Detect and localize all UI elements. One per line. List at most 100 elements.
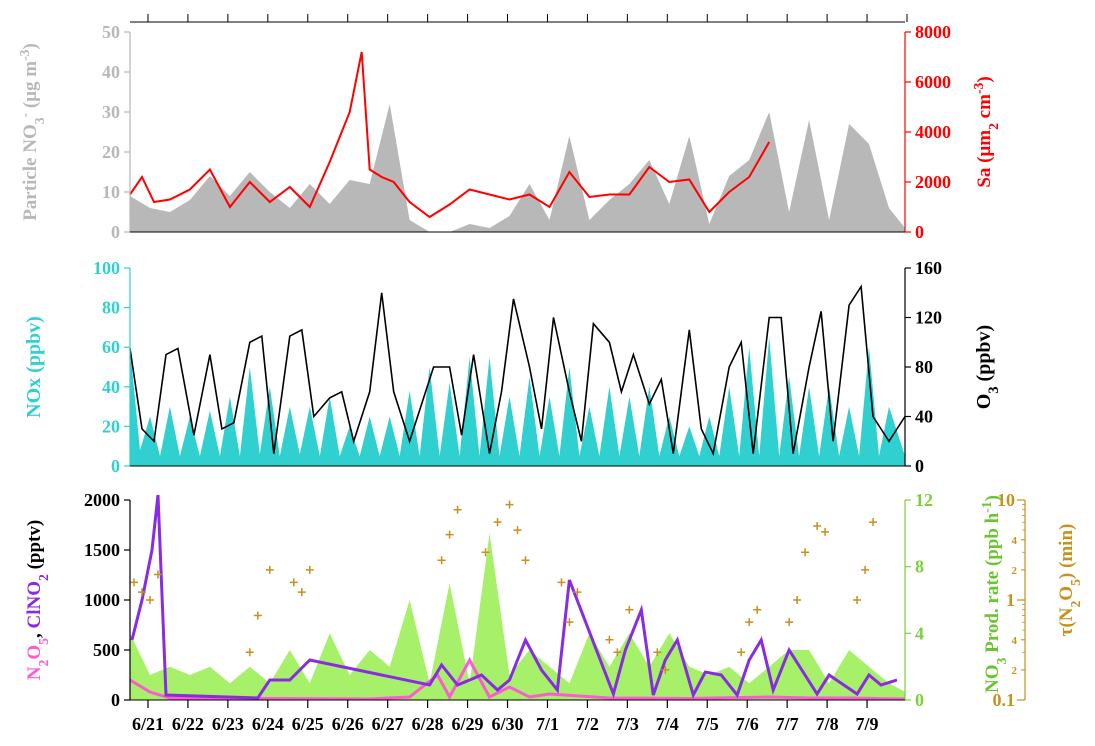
top-right-axis-title: Sa (μm2 cm-3) (971, 76, 1001, 187)
top-right-axis-title-part: 2 (986, 123, 1001, 130)
tau-axis-tick-label: 0.1 (993, 690, 1016, 710)
tau-axis-title-part: 5 (1068, 579, 1083, 586)
top-left-axis-title-part: (μg m (20, 61, 41, 113)
x-tick-label: 6/22 (172, 714, 204, 734)
top-left-axis-tick-label: 0 (111, 222, 120, 242)
bottom-right-axis-title: NO3 Prod. rate (ppb h-1) (979, 495, 1009, 693)
middle-left-axis-tick-label: 80 (102, 298, 120, 318)
bottom-left-axis-title-part: O (24, 645, 45, 660)
tau-n2o5-marker (573, 588, 582, 597)
tau-n2o5-marker (145, 596, 154, 604)
middle-left-axis-title-part: (ppbv) (23, 316, 45, 378)
bottom-left-axis-title-part: ClNO (24, 581, 45, 629)
x-tick-label: 7/8 (816, 714, 839, 734)
tau-n2o5-marker (605, 635, 614, 644)
x-tick-label: 7/6 (736, 714, 759, 734)
tau-n2o5-marker (813, 521, 822, 530)
tau-n2o5-marker (853, 596, 862, 604)
tau-n2o5-marker (565, 618, 574, 627)
top-left-axis-tick-label: 30 (102, 102, 120, 122)
middle-right-axis-tick-label: 120 (915, 308, 942, 328)
tau-n2o5-marker (869, 518, 878, 527)
middle-right-axis-tick-label: 80 (915, 357, 933, 377)
top-right-axis-tick-label: 2000 (915, 172, 951, 192)
top-left-axis-title: Particle NO3- (μg m-3) (17, 43, 47, 221)
tau-n2o5-marker (481, 548, 490, 557)
x-tick-label: 6/29 (452, 714, 484, 734)
tau-n2o5-marker (557, 578, 566, 587)
x-tick-label: 6/25 (292, 714, 324, 734)
panel-top: 0 10 20 30 40 50 0 2000 4000 6000 8000 Particle NO3… (17, 14, 1001, 242)
top-left-axis-title-part: -3 (17, 49, 32, 61)
x-tick-label: 6/27 (372, 714, 404, 734)
tau-n2o5-marker (305, 565, 314, 574)
tau-n2o5-marker (253, 611, 262, 620)
top-right-axis-tick-label: 4000 (915, 122, 951, 142)
top-right-axis-title-part: ) (974, 76, 995, 82)
tau-axis-title-part: O (1056, 586, 1077, 601)
x-tick-label: 6/28 (412, 714, 444, 734)
no3-prod-rate-area (130, 533, 905, 700)
tau-n2o5-marker (137, 588, 146, 597)
middle-right-axis-tick-label: 40 (915, 407, 933, 427)
x-tick-label: 6/24 (252, 714, 284, 734)
middle-left-axis-title-part: x (23, 378, 45, 388)
bottom-right-axis-tick-label: 0 (915, 690, 924, 710)
tau-n2o5-marker (513, 526, 522, 535)
x-tick-label: 6/23 (212, 714, 244, 734)
particle-no3-area (130, 104, 905, 232)
top-right-axis-title-part: (μm (974, 130, 995, 168)
bottom-left-axis-tick-label: 1000 (84, 590, 120, 610)
sa-line (129, 51, 771, 219)
top-left-axis-tick-label: 20 (102, 142, 120, 162)
middle-left-axis-tick-label: 100 (93, 258, 120, 278)
bottom-right-axis-title-part: NO (982, 664, 1003, 693)
tau-axis-title-part: τ(N (1056, 607, 1077, 636)
bottom-left-axis-title-part: N (24, 666, 45, 680)
x-tick-label: 7/1 (536, 714, 559, 734)
top-left-axis-title-part: 3 (32, 117, 47, 124)
tau-axis-title-part: 2 (1068, 601, 1083, 608)
tau-n2o5-marker (785, 618, 794, 627)
tau-n2o5-marker (661, 665, 670, 674)
bottom-left-axis-title-part: , (24, 629, 45, 639)
middle-left-axis-title: NOx (ppbv) (23, 316, 45, 418)
top-right-axis-tick-label: 6000 (915, 72, 951, 92)
tau-n2o5-marker (801, 548, 810, 557)
x-tick-label: 7/3 (616, 714, 639, 734)
middle-right-axis-title: O3 (ppbv) (973, 325, 1002, 409)
tau-n2o5-marker (493, 518, 502, 527)
n2o5-line (129, 656, 906, 701)
bottom-right-axis-tick-label: 4 (915, 623, 924, 643)
top-right-axis-title-part: -3 (971, 82, 986, 94)
tau-axis-tick-label: 1 (1006, 590, 1015, 610)
clno2-line (130, 494, 898, 700)
o3-line (129, 284, 906, 457)
top-right-axis-title-part: S (974, 177, 995, 188)
tau-n2o5-marker (753, 605, 762, 614)
tau-n2o5-marker (861, 565, 870, 574)
middle-right-axis-tick-label: 0 (915, 456, 924, 476)
bottom-left-axis-tick-label: 0 (111, 690, 120, 710)
tau-n2o5-marker (737, 648, 746, 657)
tau-axis-minor-label: 4 (1012, 635, 1018, 647)
tau-n2o5-marker (613, 648, 622, 657)
x-tick-label: 7/5 (696, 714, 719, 734)
x-tick-label: 7/2 (576, 714, 599, 734)
bottom-right-axis-title-part: ) (982, 495, 1003, 501)
x-tick-label: 6/21 (132, 714, 164, 734)
middle-right-axis-tick-label: 160 (915, 258, 942, 278)
bottom-right-axis-tick-label: 8 (915, 557, 924, 577)
bottom-left-axis-title-part: (pptv) (24, 520, 45, 574)
top-left-axis-title-part: Particle NO (20, 124, 41, 221)
bottom-right-axis-title-part: 3 (994, 657, 1009, 664)
top-right-axis-title-part: cm (974, 94, 995, 123)
tau-axis-tick-label: 10 (997, 490, 1015, 510)
bottom-left-axis-tick-label: 1500 (84, 540, 120, 560)
tau-n2o5-marker (245, 648, 254, 657)
bottom-left-axis-tick-label: 2000 (84, 490, 120, 510)
tau-n2o5-marker (289, 578, 298, 587)
